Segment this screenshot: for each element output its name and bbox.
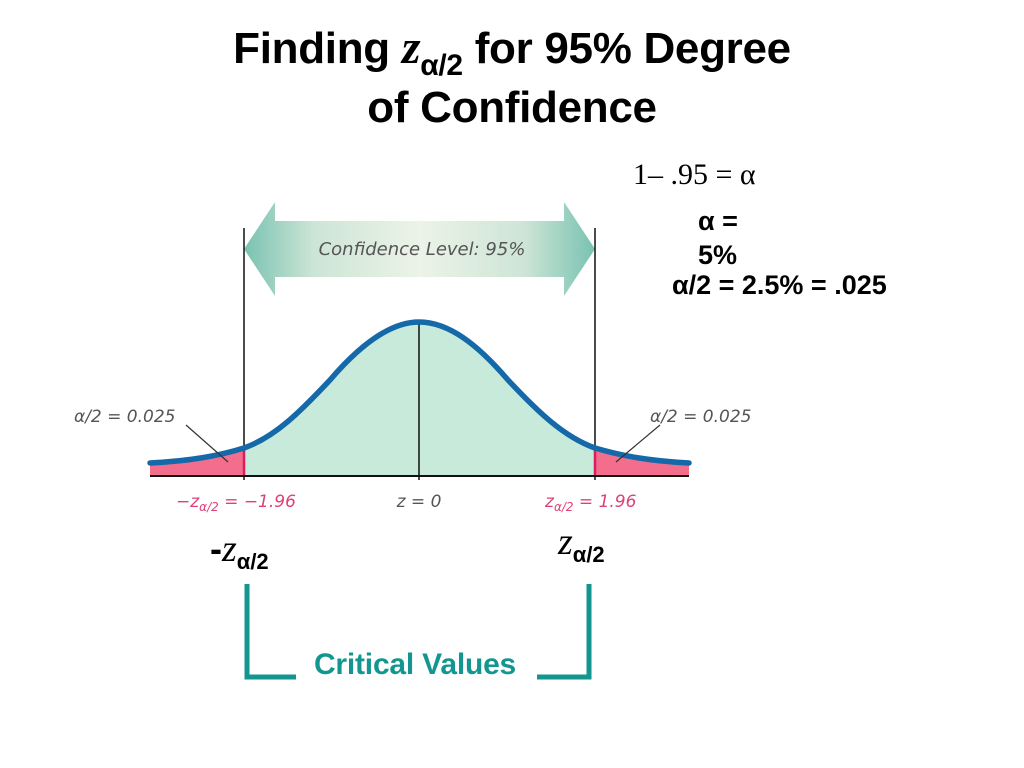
critical-values-bracket-right [537, 584, 592, 680]
normal-curve [147, 319, 692, 466]
alpha-value-line2: 5% [698, 240, 738, 270]
critical-values-bracket-left [244, 584, 296, 680]
confidence-arrow [244, 202, 595, 296]
negative-z-critical: -zα/2 [210, 528, 269, 574]
left-tail-label: α/2 = 0.025 [74, 407, 175, 427]
right-tail-label: α/2 = 0.025 [650, 407, 751, 427]
left-critical-value-label: −zα/2 = −1.96 [176, 492, 296, 514]
title-z-symbol: z [401, 21, 421, 74]
right-tail-pointer [615, 424, 661, 463]
alpha-value-line1: α = [698, 206, 738, 236]
page-title-line1: Finding zα/2 for 95% Degree [0, 21, 1024, 83]
title-prefix: Finding [233, 24, 402, 73]
alpha-equation: 1– .95 = α [633, 158, 756, 191]
critical-values-label: Critical Values [313, 648, 517, 681]
confidence-level-label: Confidence Level: 95% [319, 239, 526, 260]
positive-z-critical: zα/2 [558, 521, 605, 567]
page-title-line2: of Confidence [367, 83, 657, 132]
title-z-subscript: α/2 [420, 49, 463, 82]
center-z-label: z = 0 [396, 492, 442, 512]
right-critical-value-label: zα/2 = 1.96 [544, 492, 637, 514]
title-suffix: for 95% Degree [462, 24, 791, 73]
half-alpha-equation: α/2 = 2.5% = .025 [672, 270, 887, 300]
left-tail-pointer [185, 424, 229, 463]
